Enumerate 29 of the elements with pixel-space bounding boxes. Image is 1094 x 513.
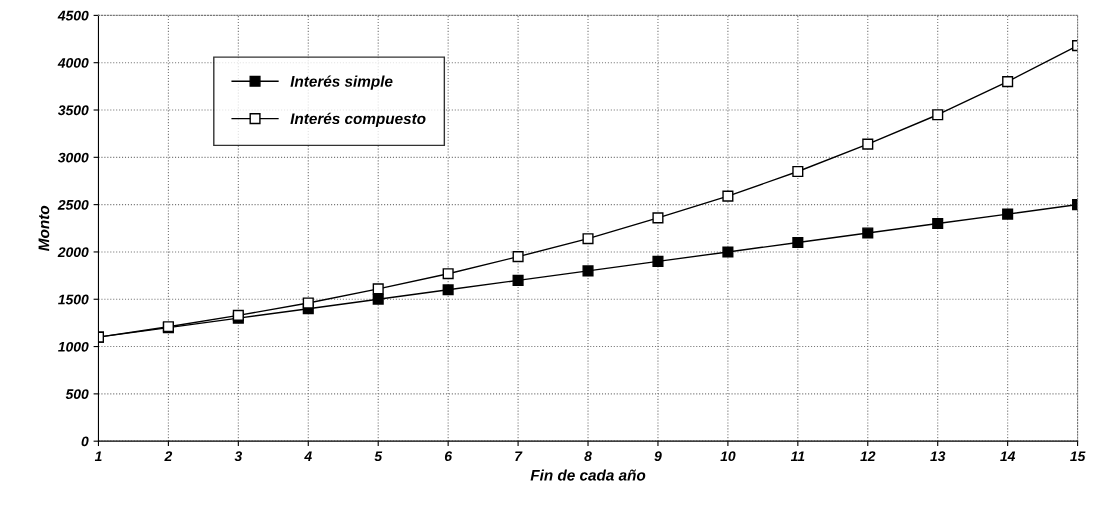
x-tick-label: 7	[515, 451, 523, 461]
y-tick-label: 0	[81, 436, 89, 447]
x-tick-label: 2	[164, 451, 173, 461]
x-tick-label: 12	[860, 451, 876, 461]
legend-label: Interés simple	[290, 75, 393, 90]
x-tick-label: 10	[720, 451, 736, 462]
y-tick-label: 500	[65, 389, 89, 400]
x-tick-label: 14	[1000, 451, 1016, 461]
x-tick-label: 6	[444, 451, 453, 462]
x-tick-label: 5	[374, 451, 383, 462]
x-tick-label: 8	[584, 451, 592, 462]
y-tick-label: 3000	[57, 152, 89, 163]
x-tick-label: 4	[304, 451, 312, 461]
y-tick-label: 2000	[57, 247, 89, 258]
legend-label: Interés compuesto	[290, 112, 426, 128]
x-tick-label: 3	[234, 451, 243, 462]
x-axis-title: Fin de cada año	[530, 469, 646, 481]
y-tick-label: 1500	[58, 294, 89, 305]
y-tick-label: 4500	[57, 10, 89, 21]
x-tick-label: 15	[1070, 451, 1086, 462]
x-tick-label: 13	[930, 451, 946, 462]
y-tick-label: 3500	[57, 105, 89, 116]
y-tick-label: 4000	[57, 58, 89, 68]
x-tick-label: 9	[654, 451, 662, 462]
y-tick-label: 2500	[57, 199, 89, 210]
x-tick-label: 1	[94, 451, 102, 461]
x-tick-label: 11	[790, 451, 805, 461]
y-tick-label: 1000	[58, 341, 89, 352]
y-axis-title: Monto	[38, 205, 50, 251]
